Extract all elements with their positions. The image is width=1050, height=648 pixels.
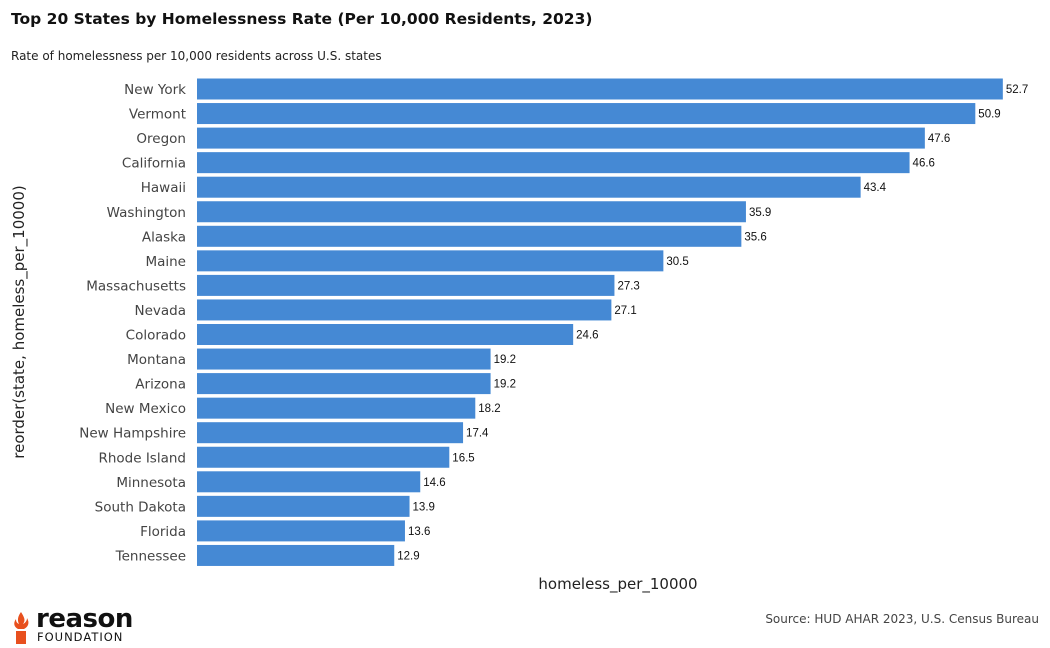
logo-wordmark: reason xyxy=(36,604,133,634)
data-label: 24.6 xyxy=(576,330,598,342)
labels-layer: New York 52.7 Vermont 50.9 Oregon 47.6 Califor… xyxy=(79,82,1028,564)
bar-florida xyxy=(197,520,405,542)
bar-minnesota xyxy=(197,471,421,493)
data-label: 19.2 xyxy=(494,354,516,366)
bar-maine xyxy=(197,250,664,272)
y-axis-title: reorder(state, homeless_per_10000) xyxy=(10,185,29,459)
data-label: 19.2 xyxy=(494,379,516,391)
y-tick-label: Florida xyxy=(140,524,186,540)
bar-oregon xyxy=(197,127,925,149)
y-tick-label: Vermont xyxy=(129,107,186,123)
data-label: 43.4 xyxy=(864,182,887,194)
bar-alaska xyxy=(197,225,742,247)
data-label: 18.2 xyxy=(478,403,500,415)
bar-colorado xyxy=(197,324,574,345)
logo-subtitle: FOUNDATION xyxy=(37,630,124,644)
y-tick-label: Oregon xyxy=(136,131,186,147)
bar-nevada xyxy=(197,299,612,321)
bar-california xyxy=(197,152,910,174)
bar-montana xyxy=(197,348,491,370)
y-tick-label: Alaska xyxy=(142,229,186,245)
bar-new-mexico xyxy=(197,397,476,419)
data-label: 13.6 xyxy=(408,526,430,538)
chart-title: Top 20 States by Homelessness Rate (Per … xyxy=(11,10,593,28)
bar-massachusetts xyxy=(197,274,615,296)
data-label: 16.5 xyxy=(452,452,474,464)
torch-icon xyxy=(14,612,29,644)
y-tick-label: New York xyxy=(124,82,186,98)
y-tick-label: Washington xyxy=(107,205,186,221)
x-axis-title: homeless_per_10000 xyxy=(538,575,697,594)
bar-rhode-island xyxy=(197,446,450,468)
data-label: 50.9 xyxy=(978,109,1000,121)
y-tick-label: Nevada xyxy=(134,303,186,319)
y-tick-label: New Hampshire xyxy=(79,426,186,442)
y-tick-label: Arizona xyxy=(135,377,186,393)
data-label: 12.9 xyxy=(397,550,419,562)
reason-foundation-logo: reason FOUNDATION xyxy=(10,606,140,646)
bar-new-hampshire xyxy=(197,422,464,444)
y-tick-label: Hawaii xyxy=(141,180,186,196)
chart-caption: Source: HUD AHAR 2023, U.S. Census Burea… xyxy=(765,612,1039,626)
bar-tennessee xyxy=(197,544,395,566)
data-label: 35.6 xyxy=(744,231,766,243)
bar-arizona xyxy=(197,373,491,395)
data-label: 47.6 xyxy=(928,133,950,145)
y-tick-label: Montana xyxy=(127,352,186,368)
bar-vermont xyxy=(197,103,976,125)
data-label: 27.1 xyxy=(614,305,636,317)
y-tick-label: Minnesota xyxy=(116,475,186,491)
bar-washington xyxy=(197,201,746,223)
y-tick-label: Massachusetts xyxy=(86,278,186,294)
data-label: 17.4 xyxy=(466,428,489,440)
data-label: 35.9 xyxy=(749,207,771,219)
data-label: 27.3 xyxy=(617,280,639,292)
bar-south-dakota xyxy=(197,495,410,517)
bar-hawaii xyxy=(197,176,861,198)
bar-new-york xyxy=(197,78,1003,100)
bars-layer xyxy=(197,78,1003,566)
data-label: 14.6 xyxy=(423,477,445,489)
data-label: 30.5 xyxy=(666,256,688,268)
chart-subtitle: Rate of homelessness per 10,000 resident… xyxy=(11,49,382,63)
data-label: 46.6 xyxy=(913,158,935,170)
y-tick-label: California xyxy=(122,156,186,172)
y-tick-label: New Mexico xyxy=(105,401,186,417)
y-tick-label: Colorado xyxy=(126,328,186,344)
y-tick-label: Maine xyxy=(145,254,186,270)
data-label: 13.9 xyxy=(413,501,435,513)
y-tick-label: South Dakota xyxy=(95,499,186,515)
y-tick-label: Tennessee xyxy=(115,548,186,564)
y-tick-label: Rhode Island xyxy=(98,450,186,466)
data-label: 52.7 xyxy=(1006,84,1028,96)
